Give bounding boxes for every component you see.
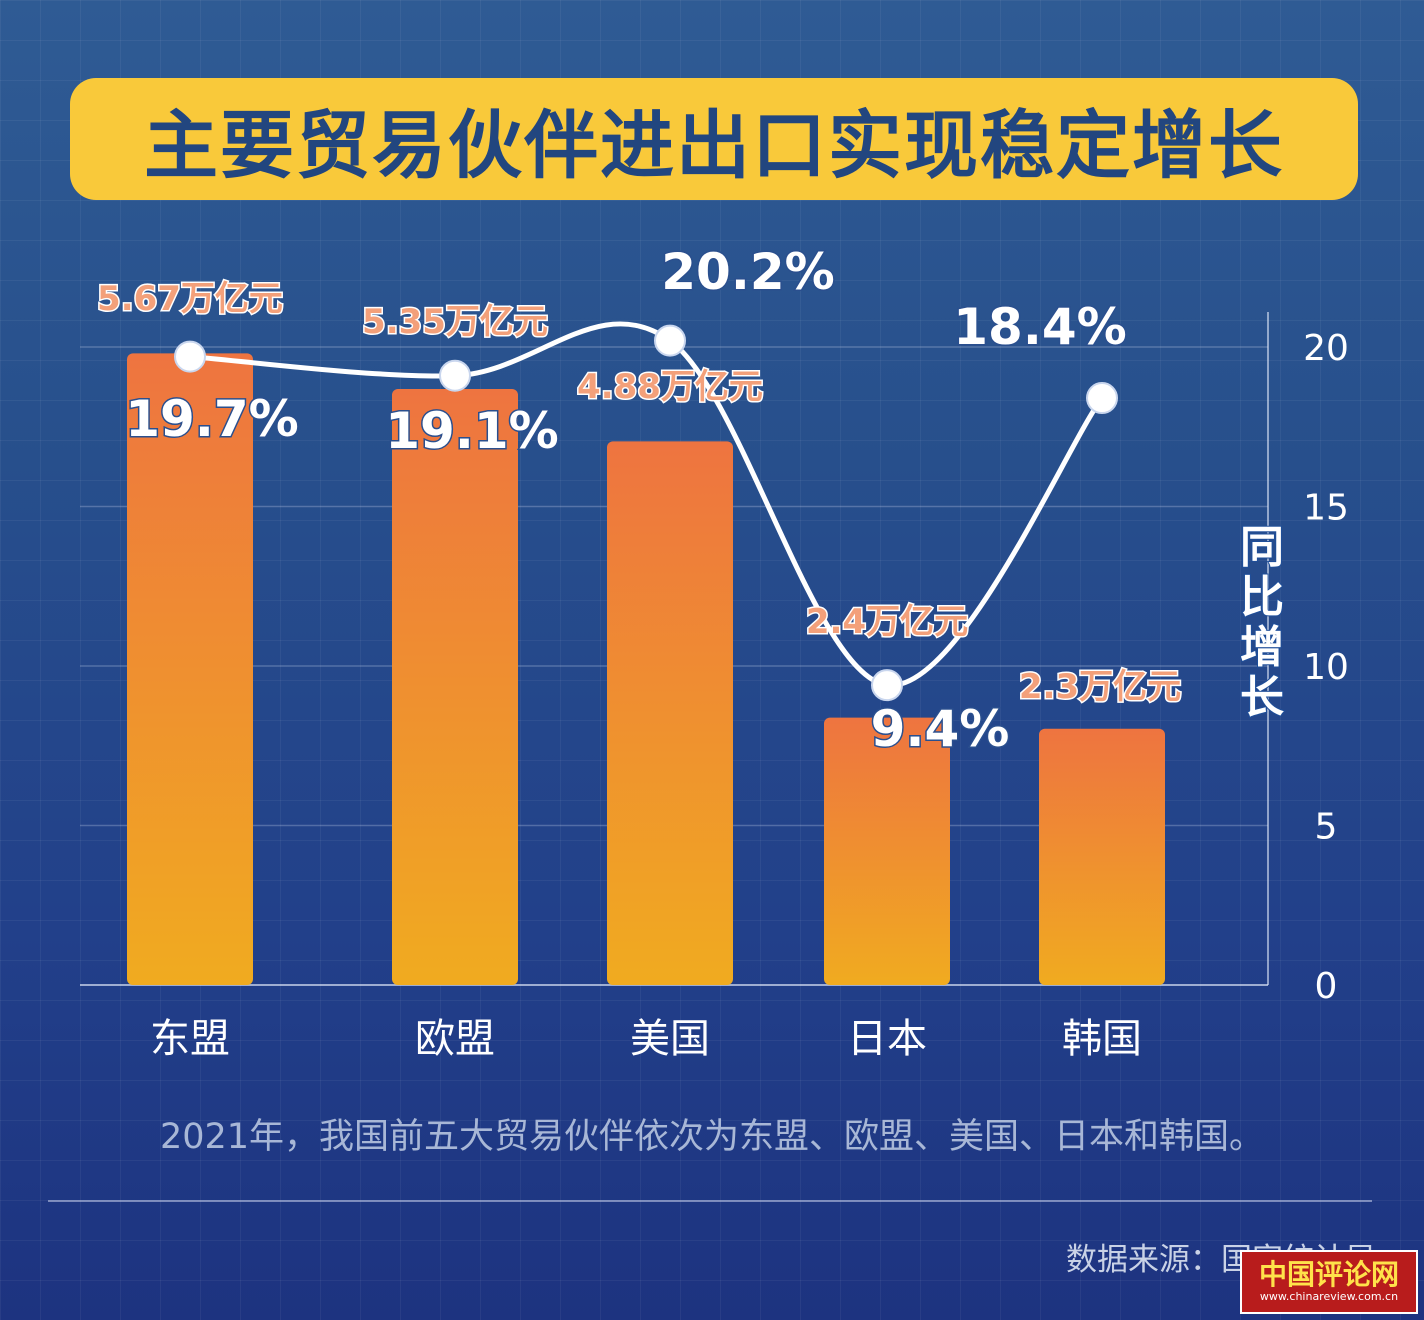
growth-point (654, 324, 686, 357)
growth-line (174, 321, 1118, 702)
category-label: 美国 (630, 1016, 710, 1062)
bar (824, 717, 950, 985)
subtitle: 2021年，我国前五大贸易伙伴依次为东盟、欧盟、美国、日本和韩国。 (159, 1117, 1265, 1157)
bar (392, 389, 518, 985)
growth-value-label: 9.4% (871, 700, 1010, 758)
y2-tick-label: 5 (1315, 807, 1338, 848)
growth-value-label: 19.1% (385, 402, 558, 460)
y2-axis-title-char: 比 (1240, 572, 1284, 623)
growth-point (439, 359, 471, 392)
category-label: 欧盟 (415, 1016, 495, 1062)
bar-value-label: 4.88万亿元 (577, 367, 763, 407)
chart-title: 主要贸易伙伴进出口实现稳定增长 (144, 102, 1284, 189)
y2-tick-label: 10 (1303, 647, 1349, 688)
bar-value-label: 2.4万亿元 (806, 602, 968, 642)
bar-value-label: 2.3万亿元 (1019, 667, 1181, 707)
growth-point (871, 669, 903, 702)
watermark-logo: 中国评论网 www.chinareview.com.cn (1240, 1250, 1418, 1314)
title-banner: 主要贸易伙伴进出口实现稳定增长 (70, 78, 1358, 200)
y2-axis-title-char: 增 (1240, 622, 1284, 673)
growth-point (1086, 382, 1118, 415)
growth-value-label: 18.4% (953, 298, 1126, 356)
growth-line-path (189, 321, 1105, 688)
bar-value-label: 5.35万亿元 (362, 302, 548, 342)
y2-axis-title-char: 长 (1240, 672, 1284, 723)
y2-tick-label: 20 (1303, 328, 1349, 369)
y2-tick-label: 0 (1315, 966, 1338, 1007)
bars: 东盟 欧盟 美国 日本 韩国 (127, 353, 1165, 1062)
divider (48, 1200, 1372, 1202)
growth-value-label: 20.2% (661, 243, 834, 301)
category-label: 东盟 (150, 1016, 230, 1062)
growth-point (174, 340, 206, 373)
growth-value-label: 19.7% (125, 390, 298, 448)
labels: 5.67万亿元 5.35万亿元 4.88万亿元 2.4万亿元 2.3万亿元 19.7% 19… (96, 242, 1183, 760)
bar-value-label: 5.67万亿元 (97, 279, 283, 319)
y2-tick-label: 15 (1303, 488, 1349, 529)
category-label: 日本 (847, 1016, 927, 1062)
y2-axis-title-char: 同 (1240, 522, 1284, 573)
watermark-url: www.chinareview.com.cn (1259, 1290, 1399, 1303)
bar (127, 353, 253, 985)
category-label: 韩国 (1062, 1016, 1142, 1062)
watermark-name: 中国评论网 (1258, 1258, 1399, 1291)
bar (607, 441, 733, 985)
bar (1039, 728, 1165, 985)
